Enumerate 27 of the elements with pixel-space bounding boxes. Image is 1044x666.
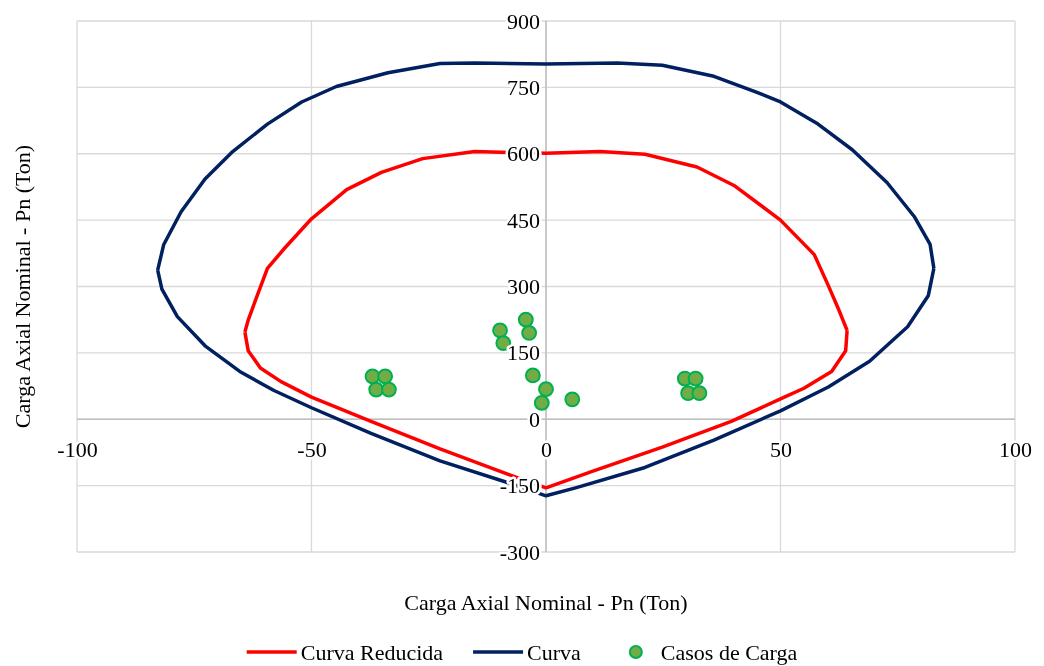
y-tick-label: 900 — [507, 8, 540, 34]
point — [380, 381, 397, 398]
point — [524, 367, 541, 384]
x-tick-label: 100 — [999, 436, 1032, 462]
point — [538, 381, 554, 398]
x-tick-label: -50 — [297, 436, 327, 462]
y-tick-label: 300 — [507, 274, 540, 300]
x-tick-label: 50 — [770, 436, 792, 462]
y-tick-label: 0 — [529, 406, 540, 432]
point — [687, 370, 704, 387]
y-tick-label: 450 — [507, 207, 540, 233]
legend-label: Curva Reducida — [300, 640, 444, 665]
point — [533, 394, 550, 411]
y-axis-title: Carga Axial Nominal - Pn (Ton) — [10, 144, 35, 429]
y-tick-label: -300 — [499, 539, 540, 565]
x-tick-label: -100 — [57, 436, 98, 462]
y-tick-label: 150 — [507, 340, 540, 366]
point — [492, 322, 508, 339]
point — [517, 311, 534, 328]
point — [691, 385, 708, 402]
y-tick-label: 750 — [507, 74, 540, 100]
point — [521, 325, 538, 341]
legend-label: Curva — [527, 640, 582, 665]
point — [564, 391, 581, 408]
x-axis-title: Carga Axial Nominal - Pn (Ton) — [404, 590, 688, 615]
legend-label: Casos de Carga — [660, 640, 798, 665]
point — [377, 368, 394, 385]
